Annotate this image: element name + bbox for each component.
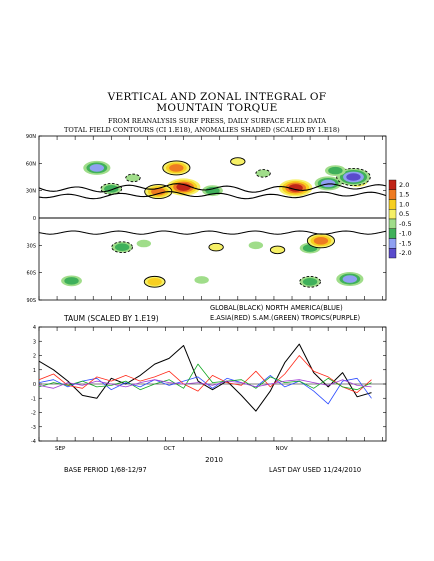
series-line (39, 379, 372, 389)
total-field-contour (269, 245, 286, 255)
total-field-contour (208, 242, 224, 252)
legend-line1: GLOBAL(BLACK) NORTH AMERICA(BLUE) (210, 304, 343, 312)
anomaly-shade (151, 187, 166, 196)
base-period-label: BASE PERIOD 1/68-12/97 (64, 466, 147, 474)
lat-tick-label: 30N (26, 189, 36, 195)
total-field-contour (143, 275, 166, 288)
colorbar-label: 0.5 (399, 210, 409, 218)
anomaly-shade (125, 174, 141, 182)
heatmap-frame: 90N 60N 30N 0 30S 60S 90S (26, 134, 387, 304)
total-field-contour (100, 182, 123, 195)
anomaly-shade (114, 243, 130, 251)
total-field-contour (299, 275, 321, 288)
anomaly-shade (208, 243, 224, 251)
line-panel-title: TAUM (SCALED BY 1.E19) (63, 314, 159, 323)
anomaly-shade (136, 239, 152, 248)
y-tick-label: -2 (31, 411, 36, 417)
colorbar-label: -1.5 (399, 239, 412, 247)
colorbar-swatch (388, 238, 397, 249)
anomaly-shade (346, 173, 361, 181)
lat-tick-label: 90N (26, 134, 36, 140)
lat-tick-label: 60N (26, 161, 36, 167)
colorbar-label: -2.0 (399, 249, 412, 257)
anomaly-shade (313, 236, 329, 245)
total-field-contour (162, 160, 191, 176)
colorbar-label: 2.0 (399, 181, 409, 189)
anomaly-shade (147, 277, 162, 286)
month-label: OCT (163, 446, 175, 452)
month-label: NOV (275, 446, 287, 452)
month-label: SEP (55, 446, 66, 452)
colorbar-swatch (388, 199, 397, 210)
anomaly-shade (205, 186, 220, 195)
colorbar-label: -1.0 (399, 230, 412, 238)
series-line (39, 375, 372, 405)
series-line (39, 343, 372, 412)
legend-line2: E.ASIA(RED) S.AM.(GREEN) TROPICS(PURPLE) (210, 314, 360, 322)
total-field-contour (39, 183, 386, 193)
y-tick-label: 4 (33, 325, 36, 331)
anomaly-shade (328, 166, 343, 175)
last-day-label: LAST DAY USED 11/24/2010 (269, 466, 361, 474)
lat-tick-label: 60S (26, 271, 36, 277)
anomaly-shade (342, 275, 358, 283)
anomaly-shade (64, 277, 79, 285)
y-tick-label: -1 (31, 396, 36, 402)
anomaly-shade (230, 157, 246, 166)
y-tick-label: 0 (33, 382, 36, 388)
colorbar-swatch (388, 228, 397, 239)
total-field-contour (255, 169, 271, 178)
anomaly-shade (302, 277, 318, 286)
colorbar-swatch (388, 179, 397, 190)
colorbar: 2.0 1.51.0 0.5 -0.5 -1.0-1.5 -2.0 (388, 179, 412, 259)
total-field-contour (39, 230, 386, 235)
chart-title-line2: MOUNTAIN TORQUE (156, 102, 278, 114)
anomaly-shade (89, 164, 105, 172)
colorbar-swatch (388, 218, 397, 229)
chart-title-line1: VERTICAL AND ZONAL INTEGRAL OF (107, 91, 327, 103)
total-field-contour (39, 191, 386, 200)
anomaly-shade (169, 164, 184, 172)
total-field-contour (125, 173, 141, 183)
y-tick-label: -4 (31, 439, 36, 445)
colorbar-swatch (388, 189, 397, 200)
series-line (39, 363, 372, 391)
y-tick-label: 1 (33, 368, 36, 374)
anomaly-shade (255, 169, 271, 178)
lat-tick-label: 0 (33, 216, 36, 222)
colorbar-label: -0.5 (399, 220, 412, 228)
y-tick-label: 3 (33, 339, 36, 345)
y-tick-label: -3 (31, 425, 36, 431)
anomaly-heatmap (39, 157, 386, 288)
total-field-contour (336, 167, 371, 187)
total-field-contour (230, 157, 246, 166)
anomaly-shade (194, 276, 209, 284)
colorbar-swatch (388, 209, 397, 220)
x-axis-year-label: 2010 (205, 456, 223, 464)
line-panel-frame: 4 3 2 1 0 -1 -2 -3 -4 (31, 325, 387, 445)
colorbar-label: 1.0 (399, 200, 409, 208)
colorbar-label: 1.5 (399, 191, 409, 199)
anomaly-shade (248, 241, 264, 250)
chart-subtitle-line2: TOTAL FIELD CONTOURS (CI 1.E18), ANOMALI… (64, 126, 340, 134)
series-line (39, 355, 372, 393)
colorbar-swatch (388, 248, 397, 259)
taum-lines (39, 343, 372, 412)
y-tick-label: 2 (33, 354, 36, 360)
line-panel-text: TAUM (SCALED BY 1.E19) GLOBAL(BLACK) NORT… (55, 304, 361, 474)
anomaly-shade (270, 246, 285, 254)
total-field-contour (111, 241, 133, 254)
lat-tick-label: 30S (26, 243, 36, 249)
lat-tick-label: 90S (26, 298, 36, 304)
chart-subtitle-line1: FROM REANALYSIS SURF PRESS, DAILY SURFAC… (108, 117, 326, 125)
